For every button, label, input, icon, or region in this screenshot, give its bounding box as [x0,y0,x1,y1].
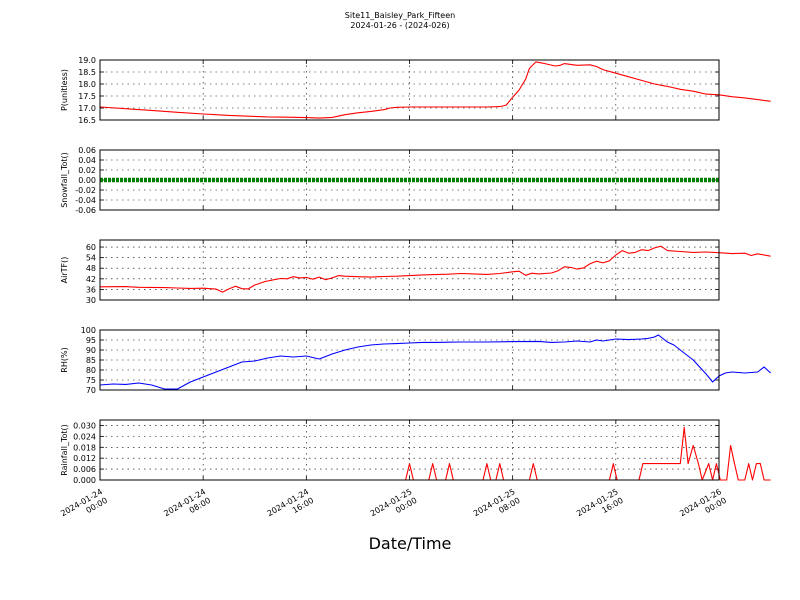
panel-4-ytick-label: 0.024 [73,432,96,441]
x-axis-label: Date/Time [368,534,452,553]
panel-2-ytick-label: 42 [86,275,96,284]
panel-1-ytick-label: 0.02 [78,166,96,175]
panel-3-ytick-label: 80 [86,366,96,375]
panel-3-ytick-label: 100 [81,326,96,335]
panel-3-ytick-label: 75 [86,376,96,385]
panel-2-frame [99,239,720,301]
panel-1-ylabel: Snowfall_Tot() [60,152,69,208]
panel-2-ytick-label: 48 [86,264,96,273]
panel-4-ylabel: Rainfall_Tot() [60,424,69,476]
panel-2-ytick-label: 30 [86,296,96,305]
chart-subtitle: 2024-01-26 - (2024-026) [350,21,450,30]
panel-1-ytick-label: 0.00 [78,176,96,185]
panel-3-series-line [99,334,771,390]
panel-4-ytick-label: 0.000 [73,476,96,485]
panel-2-ytick-label: 36 [86,285,96,294]
panel-4-ytick-label: 0.030 [73,421,96,430]
panel-0-series-line [99,61,771,119]
panel-3-ytick-label: 70 [86,386,96,395]
panel-4-ytick-label: 0.018 [73,443,96,452]
panel-3-frame [99,329,720,391]
panel-1-frame [99,149,720,211]
panel-2-ytick-label: 54 [86,254,96,263]
panel-0-ytick-label: 17.5 [78,92,96,101]
chart-title: Site11_Baisley_Park_Fifteen [344,11,456,20]
panel-2-series-line [99,245,771,293]
panel-0-ylabel: P(unitless) [60,69,69,111]
panel-2-ylabel: AirTF() [60,257,69,284]
panel-1-ytick-label: -0.06 [75,206,96,215]
panel-0-ytick-label: 18.0 [78,80,96,89]
panel-3-ytick-label: 85 [86,356,96,365]
panel-4-ytick-label: 0.012 [73,454,96,463]
panel-4-series-line [100,426,771,481]
panel-0-ytick-label: 17.0 [78,104,96,113]
panel-1-ytick-label: -0.04 [75,196,96,205]
panel-3-ytick-label: 95 [86,336,96,345]
panel-1-ytick-label: 0.06 [78,146,96,155]
panel-0-ytick-label: 18.5 [78,68,96,77]
panel-3-ytick-label: 90 [86,346,96,355]
panel-0-ytick-label: 16.5 [78,116,96,125]
panel-1-ytick-label: -0.02 [75,186,96,195]
panel-1-ytick-label: 0.04 [78,156,96,165]
panel-0-frame [99,59,720,121]
panel-3-ylabel: RH(%) [60,347,69,372]
panel-4-frame [99,419,720,481]
panel-2-ytick-label: 60 [86,243,96,252]
panel-0-ytick-label: 19.0 [78,56,96,65]
panel-4-ytick-label: 0.006 [73,465,96,474]
